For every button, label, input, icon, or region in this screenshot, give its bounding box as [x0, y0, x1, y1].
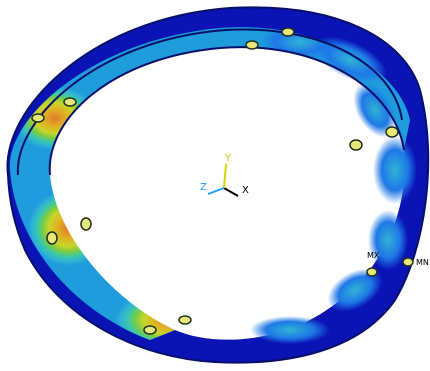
- mn-marker: MN: [416, 258, 429, 267]
- ring-hole: [49, 47, 405, 340]
- outer-contour-layer: [250, 36, 417, 344]
- axis-triad: X Y Z: [200, 153, 249, 197]
- triad-z-label: Z: [200, 182, 207, 193]
- mx-marker: MX: [367, 251, 380, 260]
- triad-y-label: Y: [224, 153, 232, 164]
- bolt-holes: [31, 27, 414, 335]
- triad-x-label: X: [242, 185, 249, 196]
- ring-edge-top: [48, 46, 405, 176]
